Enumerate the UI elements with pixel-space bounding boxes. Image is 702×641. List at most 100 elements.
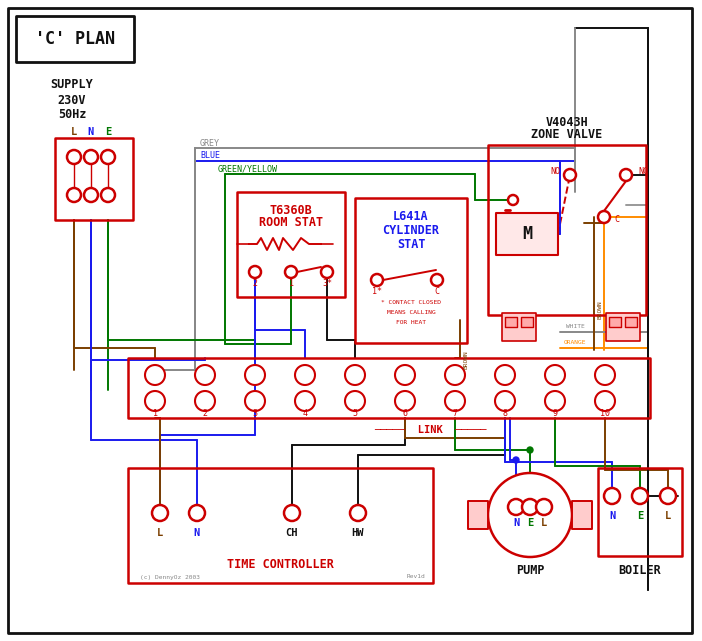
Circle shape xyxy=(152,505,168,521)
Text: SUPPLY: SUPPLY xyxy=(51,78,93,92)
Circle shape xyxy=(595,391,615,411)
Circle shape xyxy=(598,211,610,223)
Text: E: E xyxy=(637,511,643,521)
Circle shape xyxy=(508,195,518,205)
Text: M: M xyxy=(522,225,532,243)
Bar xyxy=(16,16,134,62)
Text: 6: 6 xyxy=(402,410,407,419)
Text: L: L xyxy=(157,528,163,538)
Text: WHITE: WHITE xyxy=(566,324,584,329)
Circle shape xyxy=(527,447,533,453)
Circle shape xyxy=(495,365,515,385)
Text: ORANGE: ORANGE xyxy=(564,340,586,345)
Text: V4043H: V4043H xyxy=(545,117,588,129)
Text: NC: NC xyxy=(638,167,648,176)
Circle shape xyxy=(101,188,115,202)
Text: E: E xyxy=(527,518,533,528)
Bar xyxy=(609,317,621,327)
Circle shape xyxy=(285,266,297,278)
Bar xyxy=(572,501,592,529)
Circle shape xyxy=(545,391,565,411)
Circle shape xyxy=(595,365,615,385)
Text: 8: 8 xyxy=(503,410,508,419)
Circle shape xyxy=(84,150,98,164)
Circle shape xyxy=(67,188,81,202)
Bar xyxy=(496,213,558,255)
Bar xyxy=(128,358,650,418)
Text: N: N xyxy=(194,528,200,538)
Text: 4: 4 xyxy=(303,410,307,419)
Text: T6360B: T6360B xyxy=(270,203,312,217)
Text: NO: NO xyxy=(550,167,560,176)
Bar xyxy=(521,317,533,327)
Circle shape xyxy=(249,266,261,278)
Text: N: N xyxy=(609,511,615,521)
Text: 5: 5 xyxy=(352,410,357,419)
Circle shape xyxy=(189,505,205,521)
Circle shape xyxy=(564,169,576,181)
Circle shape xyxy=(395,391,415,411)
Text: L641A: L641A xyxy=(393,210,429,222)
Text: Rev1d: Rev1d xyxy=(406,574,425,579)
Circle shape xyxy=(660,488,676,504)
Bar xyxy=(468,501,488,529)
Bar xyxy=(598,468,682,556)
Bar xyxy=(505,317,517,327)
Text: N: N xyxy=(88,127,94,137)
Text: ZONE VALVE: ZONE VALVE xyxy=(531,128,602,142)
Circle shape xyxy=(431,274,443,286)
Circle shape xyxy=(395,365,415,385)
Circle shape xyxy=(67,150,81,164)
Text: 1: 1 xyxy=(289,278,293,288)
Circle shape xyxy=(495,391,515,411)
Circle shape xyxy=(345,391,365,411)
Text: FOR HEAT: FOR HEAT xyxy=(396,320,426,326)
Circle shape xyxy=(101,150,115,164)
Circle shape xyxy=(445,391,465,411)
Circle shape xyxy=(145,365,165,385)
Circle shape xyxy=(488,473,572,557)
Text: 1: 1 xyxy=(152,410,157,419)
Text: PUMP: PUMP xyxy=(516,565,544,578)
Circle shape xyxy=(536,499,552,515)
Text: BOILER: BOILER xyxy=(618,563,661,576)
Text: * CONTACT CLOSED: * CONTACT CLOSED xyxy=(381,301,441,306)
Text: HW: HW xyxy=(352,528,364,538)
Bar xyxy=(55,138,133,220)
Circle shape xyxy=(195,365,215,385)
Bar xyxy=(625,317,637,327)
Text: BROWN: BROWN xyxy=(597,301,602,319)
Text: L: L xyxy=(541,518,547,528)
Circle shape xyxy=(84,188,98,202)
Text: TIME CONTROLLER: TIME CONTROLLER xyxy=(227,558,333,572)
Circle shape xyxy=(245,365,265,385)
Circle shape xyxy=(350,505,366,521)
Circle shape xyxy=(445,365,465,385)
Text: MEANS CALLING: MEANS CALLING xyxy=(387,310,435,315)
Text: N: N xyxy=(513,518,519,528)
Circle shape xyxy=(284,505,300,521)
Circle shape xyxy=(545,365,565,385)
Text: 230V: 230V xyxy=(58,94,86,106)
Text: 'C' PLAN: 'C' PLAN xyxy=(35,30,115,48)
Text: L: L xyxy=(665,511,671,521)
Text: BROWN: BROWN xyxy=(463,351,468,369)
Text: STAT: STAT xyxy=(397,238,425,251)
Text: GREY: GREY xyxy=(200,138,220,147)
Text: 9: 9 xyxy=(552,410,557,419)
Circle shape xyxy=(345,365,365,385)
Text: 50Hz: 50Hz xyxy=(58,108,86,122)
Text: 2: 2 xyxy=(202,410,208,419)
Circle shape xyxy=(604,488,620,504)
Circle shape xyxy=(145,391,165,411)
Text: (c) DennyOz 2003: (c) DennyOz 2003 xyxy=(140,574,200,579)
Bar xyxy=(502,313,536,341)
Circle shape xyxy=(508,499,524,515)
Text: ROOM STAT: ROOM STAT xyxy=(259,217,323,229)
Bar xyxy=(237,192,345,297)
Text: GREEN/YELLOW: GREEN/YELLOW xyxy=(218,165,278,174)
Text: C: C xyxy=(435,287,439,296)
Text: L: L xyxy=(71,127,77,137)
Text: ─────  LINK  ─────: ───── LINK ───── xyxy=(373,425,486,435)
Circle shape xyxy=(522,499,538,515)
